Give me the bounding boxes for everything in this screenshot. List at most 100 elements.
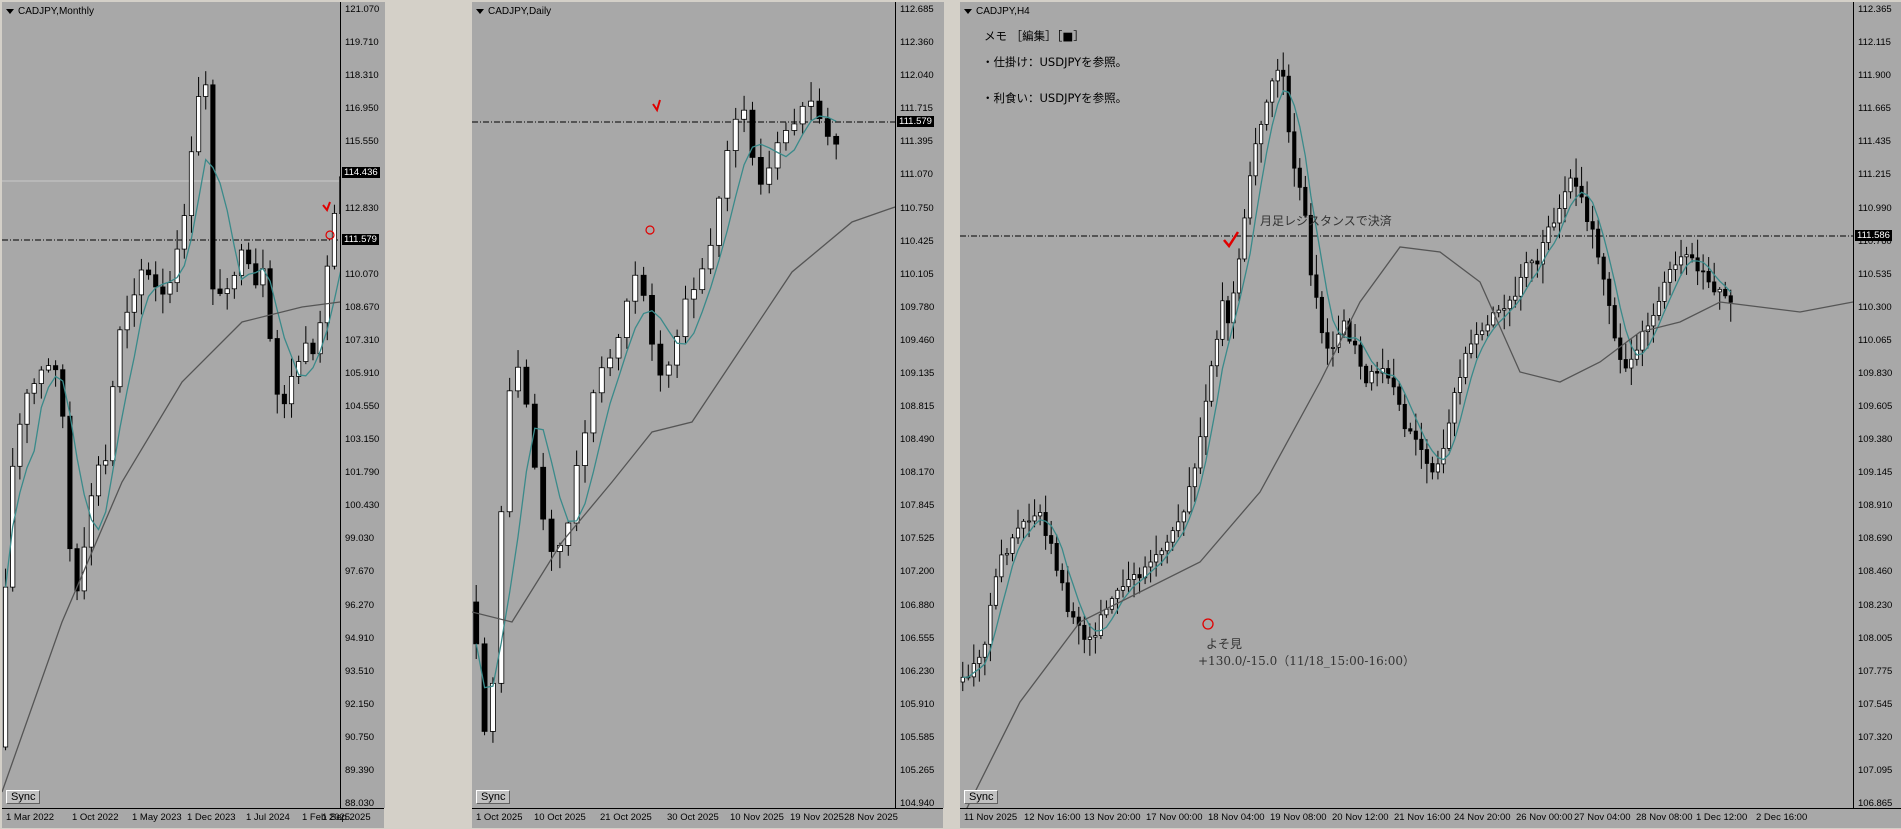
candle-body xyxy=(1402,403,1407,430)
price-tick-label: 111.665 xyxy=(1858,103,1891,115)
candle-body xyxy=(1518,276,1523,297)
candle-body xyxy=(1424,449,1429,464)
candle-body xyxy=(824,118,831,137)
candle-body xyxy=(1640,331,1645,351)
candle-body xyxy=(17,423,23,467)
candle-body xyxy=(977,656,982,664)
candle-body xyxy=(1397,386,1402,405)
time-tick-label: 1 Jul 2024 xyxy=(246,812,290,823)
candle-body xyxy=(1159,550,1164,556)
candle-body xyxy=(1369,371,1374,384)
candle-body xyxy=(657,343,664,376)
candle-body xyxy=(1004,552,1010,556)
candle-body xyxy=(707,244,714,270)
price-tick-label: 101.790 xyxy=(345,467,380,479)
candle-body xyxy=(1375,371,1380,374)
sync-button[interactable]: Sync xyxy=(964,790,999,804)
candle-body xyxy=(1330,347,1336,349)
time-tick-label: 2 Dec 16:00 xyxy=(1756,812,1808,823)
sync-button[interactable]: Sync xyxy=(6,790,41,804)
candle-body xyxy=(1562,191,1568,209)
candle-body xyxy=(1480,330,1485,335)
candle-body xyxy=(582,432,588,466)
chart-plot-area[interactable]: CADJPY,Monthly Sync xyxy=(2,2,340,808)
candle-body xyxy=(1435,463,1440,473)
time-tick-label: 11 Nov 2025 xyxy=(964,812,1018,823)
time-tick-label: 28 Nov 08:00 xyxy=(1636,812,1693,823)
price-tick-label: 107.200 xyxy=(900,566,935,578)
price-tick-label: 107.845 xyxy=(900,500,935,512)
price-axis: 121.070119.710118.310116.950115.550114.1… xyxy=(340,2,385,809)
candle-body xyxy=(67,415,73,550)
chart-plot-area[interactable]: CADJPY,H4 メモ ［編集］［■］ ・仕掛け：USDJPYを参照。 ・利食… xyxy=(960,2,1853,808)
candle-body xyxy=(1601,256,1606,280)
candle-body xyxy=(1054,543,1059,571)
candle-body xyxy=(1413,430,1418,440)
candle-body xyxy=(506,390,513,513)
candle-body xyxy=(1060,569,1065,584)
time-tick-label: 12 Nov 16:00 xyxy=(1024,812,1081,823)
moving-average-slow-line xyxy=(2,301,340,793)
candle-body xyxy=(110,386,116,462)
moving-average-fast-line xyxy=(4,158,340,588)
moving-average-slow-line xyxy=(966,246,1853,808)
candle-body xyxy=(1264,101,1269,125)
candle-body xyxy=(757,157,764,185)
candle-body xyxy=(1181,511,1186,523)
candle-body xyxy=(1098,614,1103,636)
candle-body xyxy=(982,643,987,658)
candle-body xyxy=(774,142,781,169)
candle-body xyxy=(1513,295,1518,301)
chart-window-monthly[interactable]: CADJPY,Monthly Sync 121.070 119.710 118.31… xyxy=(0,0,385,829)
moving-average-slow-line xyxy=(472,206,895,623)
price-axis: 112.365 112.115 111.900 111.665 111.435 111.2… xyxy=(1853,2,1901,809)
price-tick-label: 107.320 xyxy=(1858,731,1893,743)
price-tick-label: 108.670 xyxy=(345,301,380,313)
candle-body xyxy=(1386,368,1391,379)
chart-window-h4[interactable]: CADJPY,H4 メモ ［編集］［■］ ・仕掛け：USDJPYを参照。 ・利食… xyxy=(958,0,1901,829)
candle-body xyxy=(274,338,280,395)
price-tick-label: 121.070 xyxy=(345,4,380,15)
hand-cursor-icon xyxy=(1202,618,1214,630)
candle-body xyxy=(238,249,245,276)
chart-window-daily[interactable]: CADJPY,Daily Sync 112.685 112.360 112.040 1… xyxy=(470,0,944,829)
price-tick-label: 100.430 xyxy=(345,500,380,512)
sync-button[interactable]: Sync xyxy=(476,790,511,804)
candle-body xyxy=(799,105,806,125)
price-tick-label: 111.070 xyxy=(900,169,933,181)
price-tick-label: 112.685 xyxy=(900,4,934,15)
candle-body xyxy=(1314,274,1319,298)
candle-body xyxy=(1546,226,1551,243)
candle-body xyxy=(766,167,773,185)
candle-body xyxy=(999,554,1004,578)
candle-body xyxy=(1308,214,1313,276)
candle-body xyxy=(1408,428,1413,432)
candle-body xyxy=(515,366,521,392)
candle-body xyxy=(1109,598,1115,610)
candle-body xyxy=(816,100,823,120)
price-tick-label: 111.900 xyxy=(1858,70,1891,82)
dropdown-triangle-icon xyxy=(6,8,14,14)
time-tick-label: 1 May 2023 xyxy=(132,812,182,823)
time-tick-label: 26 Nov 00:00 xyxy=(1516,812,1573,823)
price-tick-label: 92.150 xyxy=(345,698,375,710)
candle-body xyxy=(53,365,59,371)
candle-body xyxy=(1286,75,1291,133)
chart-plot-area[interactable]: CADJPY,Daily Sync xyxy=(472,2,895,808)
candle-body xyxy=(1485,324,1490,332)
candle-body xyxy=(1446,422,1452,449)
candle-body xyxy=(1673,264,1678,270)
candle-body xyxy=(1137,574,1142,579)
price-tick-label: 112.040 xyxy=(900,70,934,82)
price-tick-label: 110.425 xyxy=(900,235,934,247)
current-price-tag: 111.579 xyxy=(897,116,934,127)
hand-cursor-icon xyxy=(325,230,335,240)
time-axis: 11 Nov 2025 12 Nov 16:00 13 Nov 20:00 17 No… xyxy=(960,808,1901,828)
candle-body xyxy=(1656,301,1661,316)
candle-body xyxy=(971,663,976,678)
memo-line-exit: ・利食い：USDJPYを参照。 xyxy=(982,91,1128,105)
price-tick-label: 105.910 xyxy=(345,367,380,379)
candle-body xyxy=(38,369,44,384)
candle-body xyxy=(1319,296,1324,334)
candle-body xyxy=(231,275,237,290)
